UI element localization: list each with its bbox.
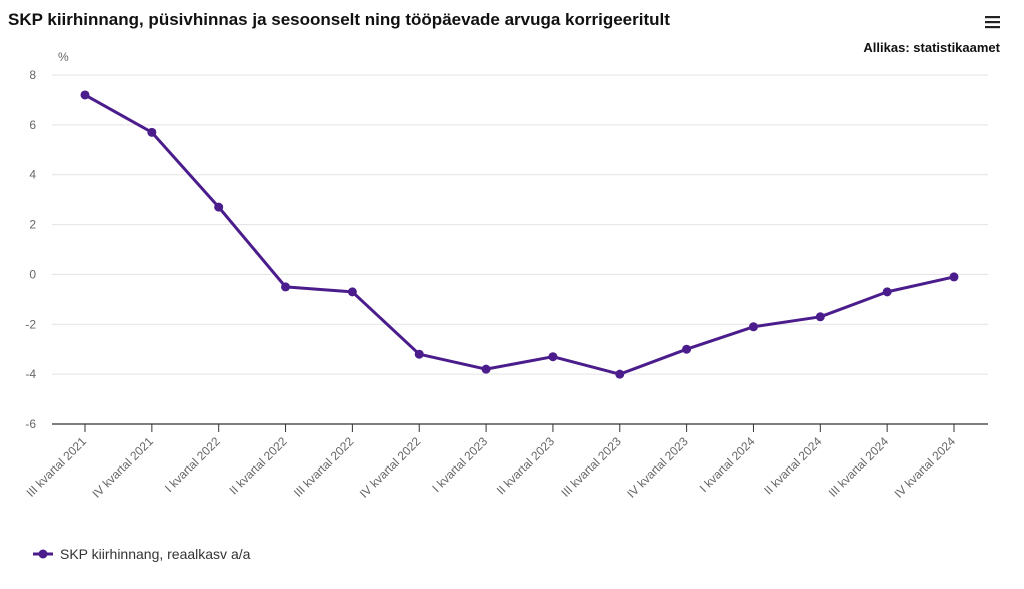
- data-point[interactable]: [414, 349, 424, 359]
- data-point[interactable]: [682, 344, 692, 354]
- data-point[interactable]: [214, 202, 224, 212]
- y-tick-labels: 8 6 4 2 0 -2 -4 -6: [25, 68, 36, 431]
- data-point[interactable]: [748, 322, 758, 332]
- x-tick-label: II kvartal 2022: [226, 434, 289, 497]
- x-tick-label: IV kvartal 2023: [624, 434, 691, 501]
- x-tick-label: I kvartal 2023: [429, 434, 490, 495]
- data-point[interactable]: [815, 312, 825, 322]
- data-point[interactable]: [147, 127, 157, 137]
- x-tick-label: III kvartal 2022: [291, 434, 357, 500]
- data-point[interactable]: [281, 282, 291, 292]
- legend-item[interactable]: SKP kiirhinnang, reaalkasv a/a: [32, 546, 250, 562]
- x-tick-label: IV kvartal 2024: [892, 434, 959, 501]
- legend-label: SKP kiirhinnang, reaalkasv a/a: [60, 546, 251, 562]
- data-point[interactable]: [615, 369, 625, 379]
- data-point[interactable]: [481, 364, 491, 374]
- y-axis-unit: %: [58, 50, 69, 64]
- y-tick-label: 0: [29, 267, 36, 281]
- x-tick-labels: III kvartal 2021 IV kvartal 2021 I kvartal…: [24, 424, 959, 501]
- chart-source: Allikas: statistikaamet: [863, 40, 1000, 55]
- x-tick-label: IV kvartal 2021: [89, 434, 156, 501]
- y-tick-label: -4: [25, 367, 36, 381]
- y-tick-label: 6: [29, 118, 36, 132]
- y-tick-label: -2: [25, 317, 36, 331]
- data-point[interactable]: [949, 272, 959, 282]
- data-point[interactable]: [548, 352, 558, 362]
- data-point[interactable]: [80, 90, 90, 100]
- y-tick-label: 4: [29, 168, 36, 182]
- y-tick-label: 2: [29, 218, 36, 232]
- grid-lines: [52, 74, 988, 425]
- x-tick-label: III kvartal 2023: [558, 434, 624, 500]
- series-line: [83, 93, 956, 376]
- series-layer: [80, 90, 959, 379]
- data-point[interactable]: [347, 287, 357, 297]
- data-point[interactable]: [882, 287, 892, 297]
- y-tick-label: 8: [29, 68, 36, 82]
- x-tick-label: II kvartal 2024: [761, 434, 824, 497]
- x-tick-label: II kvartal 2023: [494, 434, 557, 497]
- x-tick-label: I kvartal 2024: [697, 434, 758, 495]
- hamburger-menu-icon[interactable]: [982, 12, 1004, 32]
- chart-title: SKP kiirhinnang, püsivhinnas ja sesoonse…: [8, 10, 670, 29]
- x-tick-label: III kvartal 2024: [826, 434, 892, 500]
- x-tick-label: III kvartal 2021: [24, 434, 90, 500]
- y-tick-label: -6: [25, 417, 36, 431]
- x-tick-label: IV kvartal 2022: [357, 434, 424, 501]
- x-tick-label: I kvartal 2022: [162, 434, 223, 495]
- legend-marker-icon: [33, 549, 53, 559]
